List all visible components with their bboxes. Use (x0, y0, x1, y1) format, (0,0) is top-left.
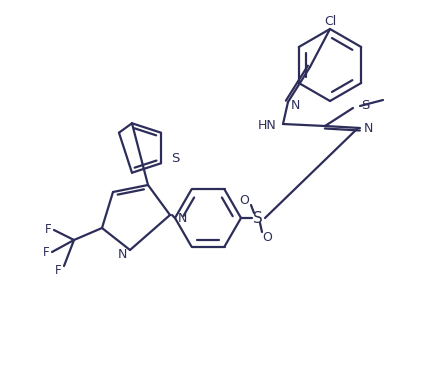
Text: O: O (239, 193, 249, 207)
Text: O: O (262, 231, 272, 244)
Text: S: S (171, 152, 179, 165)
Text: F: F (55, 263, 61, 276)
Text: F: F (43, 245, 49, 259)
Text: N: N (290, 99, 299, 111)
Text: N: N (178, 211, 187, 224)
Text: N: N (118, 248, 127, 262)
Text: S: S (361, 99, 369, 111)
Text: S: S (253, 210, 263, 225)
Text: N: N (363, 121, 373, 134)
Text: HN: HN (258, 118, 276, 131)
Text: Cl: Cl (324, 14, 336, 28)
Text: F: F (45, 223, 51, 235)
